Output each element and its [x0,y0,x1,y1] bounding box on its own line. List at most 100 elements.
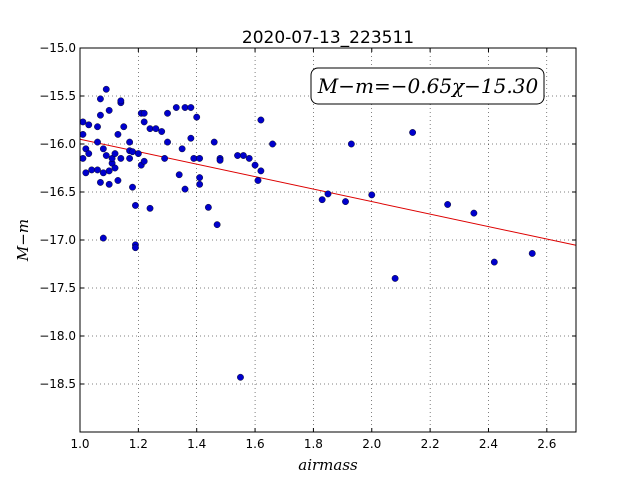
data-point [88,166,96,174]
data-point [114,177,122,184]
data-point [210,138,218,146]
data-point [117,97,125,105]
data-point [94,138,101,146]
data-point [196,154,204,162]
data-point [114,130,122,138]
data-point [99,169,107,177]
data-point [97,111,104,119]
data-point [105,107,113,114]
data-point [187,134,195,142]
data-point [237,373,244,381]
y-axis-ticks: −15.0 −15.5 −16.0 −16.5 −17.0 −17.5 −18.0 −18.5 [39,41,576,391]
data-point [181,104,189,111]
data-point [254,177,262,184]
data-point [85,150,93,158]
chart-title: 2020-07-13_223511 [242,28,414,48]
x-tick-label: 1.8 [304,437,323,451]
data-point [257,116,265,124]
data-point [216,156,224,164]
x-tick-label: 1.2 [129,437,148,451]
y-tick-label: −15.5 [39,89,76,103]
y-tick-label: −16.0 [39,137,76,151]
data-point [152,125,160,133]
x-axis-label: airmass [298,456,358,474]
y-tick-label: −18.0 [39,329,76,343]
data-point [347,140,355,148]
x-tick-label: 2.2 [421,437,440,451]
data-point [132,244,139,252]
data-point [161,154,169,162]
fit-equation-label: M−m=−0.65χ−15.30 [317,74,539,98]
data-point [164,138,171,146]
data-point [105,167,113,175]
x-tick-label: 2.6 [537,437,556,451]
x-tick-label: 1.0 [70,437,89,451]
data-point [99,234,107,242]
data-point [342,198,349,206]
data-point [175,171,183,179]
data-point [129,148,136,156]
data-point [97,178,104,186]
data-point [82,169,90,177]
data-point [324,190,332,198]
data-point [391,274,399,282]
data-point [140,157,148,165]
y-tick-label: −15.0 [39,41,76,55]
data-point [111,150,119,158]
data-points [79,85,536,381]
data-point [528,250,536,257]
data-point [196,180,204,188]
data-point [129,183,136,191]
data-point [140,109,148,117]
data-point [146,125,154,133]
data-point [94,123,101,131]
data-point [85,121,93,129]
data-point [164,109,171,117]
data-point [245,154,253,162]
y-tick-label: −16.5 [39,185,76,199]
data-point [213,221,221,229]
data-point [318,196,326,204]
y-tick-label: −17.5 [39,281,76,295]
data-point [470,209,478,217]
data-point [172,104,180,111]
data-point [196,174,204,182]
data-point [140,118,148,126]
data-point [102,85,110,93]
data-point [117,154,125,162]
data-point [111,164,119,172]
data-point [181,185,189,193]
x-axis-ticks: 1.0 1.2 1.4 1.6 1.8 2.0 2.2 2.4 2.6 [70,48,556,451]
data-point [187,104,195,111]
data-point [99,145,107,153]
data-point [105,180,113,188]
data-point [132,202,139,209]
data-point [257,167,265,175]
data-point [409,129,417,136]
data-point [79,130,87,138]
data-point [120,123,128,131]
grid-lines [79,47,576,432]
x-tick-label: 2.4 [479,437,498,451]
x-tick-label: 1.4 [187,437,206,451]
data-point [79,118,87,126]
data-point [251,161,259,169]
data-point [94,166,101,174]
data-point [204,203,212,211]
y-axis-label: M−m [14,219,32,262]
annotation-box: M−m=−0.65χ−15.30 [310,67,545,105]
data-point [126,138,134,146]
data-point [234,152,241,159]
data-point [269,140,276,148]
data-point [490,258,498,266]
data-point [190,154,198,162]
data-point [126,154,134,162]
x-tick-label: 1.6 [246,437,265,451]
y-tick-label: −18.5 [39,377,76,391]
data-point [368,191,376,199]
data-point [239,152,247,159]
data-point [97,95,104,103]
data-point [158,128,166,135]
data-point [146,204,154,212]
